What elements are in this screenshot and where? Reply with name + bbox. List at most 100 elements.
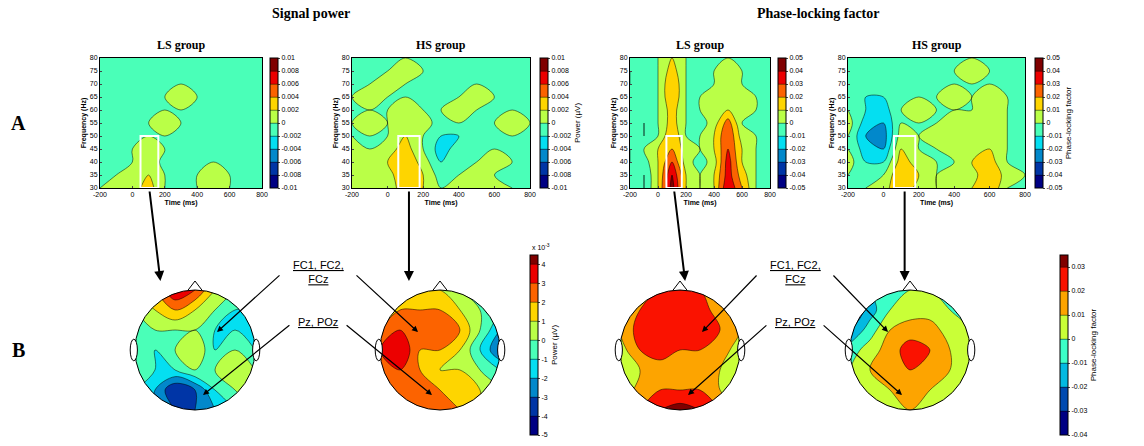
- svg-text:x 10​-3​: x 10​-3​: [532, 243, 550, 251]
- svg-text:40: 40: [620, 158, 628, 165]
- svg-text:70: 70: [342, 80, 350, 87]
- svg-text:50: 50: [838, 132, 846, 139]
- svg-text:75: 75: [90, 67, 98, 74]
- svg-text:0.006: 0.006: [551, 80, 569, 87]
- svg-text:0.05: 0.05: [789, 54, 803, 61]
- svg-text:70: 70: [90, 80, 98, 87]
- svg-text:75: 75: [342, 67, 350, 74]
- svg-text:-4: -4: [541, 413, 547, 420]
- svg-text:35: 35: [342, 171, 350, 178]
- svg-text:-1: -1: [541, 356, 547, 363]
- svg-text:55: 55: [342, 119, 350, 126]
- svg-text:65: 65: [342, 93, 350, 100]
- svg-text:55: 55: [90, 119, 98, 126]
- svg-text:-0.03: -0.03: [1046, 158, 1062, 165]
- svg-text:55: 55: [620, 119, 628, 126]
- svg-text:0.02: 0.02: [789, 93, 803, 100]
- svg-text:35: 35: [620, 171, 628, 178]
- svg-text:-0.006: -0.006: [281, 158, 301, 165]
- svg-text:-5: -5: [541, 431, 547, 438]
- svg-text:70: 70: [620, 80, 628, 87]
- svg-text:-0.03: -0.03: [789, 158, 805, 165]
- svg-text:Frequency (Hz): Frequency (Hz): [80, 98, 88, 149]
- svg-text:Phase-locking factor: Phase-locking factor: [757, 6, 879, 21]
- svg-text:-0.004: -0.004: [281, 145, 301, 152]
- svg-text:1: 1: [541, 318, 545, 325]
- svg-text:-0.01: -0.01: [551, 184, 567, 191]
- svg-text:-0.04: -0.04: [789, 171, 805, 178]
- svg-text:35: 35: [90, 171, 98, 178]
- svg-text:400: 400: [191, 191, 203, 198]
- svg-text:400: 400: [948, 191, 960, 198]
- svg-text:0.04: 0.04: [1046, 67, 1060, 74]
- svg-text:30: 30: [838, 184, 846, 191]
- svg-text:0.01: 0.01: [281, 54, 295, 61]
- svg-text:0.05: 0.05: [1046, 54, 1060, 61]
- svg-text:0.002: 0.002: [281, 106, 299, 113]
- svg-text:70: 70: [838, 80, 846, 87]
- svg-text:-0.01: -0.01: [1046, 132, 1062, 139]
- svg-text:45: 45: [620, 145, 628, 152]
- svg-text:75: 75: [838, 67, 846, 74]
- svg-text:0: 0: [656, 191, 660, 198]
- svg-text:65: 65: [838, 93, 846, 100]
- svg-text:30: 30: [620, 184, 628, 191]
- svg-text:0.01: 0.01: [551, 54, 565, 61]
- svg-text:0: 0: [281, 119, 285, 126]
- svg-text:75: 75: [620, 67, 628, 74]
- svg-text:A: A: [11, 112, 26, 134]
- svg-text:-200: -200: [623, 191, 637, 198]
- svg-text:0.004: 0.004: [281, 93, 299, 100]
- svg-text:50: 50: [90, 132, 98, 139]
- svg-text:80: 80: [90, 54, 98, 61]
- svg-text:-200: -200: [93, 191, 107, 198]
- svg-text:-0.04: -0.04: [1046, 171, 1062, 178]
- svg-text:0.008: 0.008: [551, 67, 569, 74]
- svg-text:Signal power: Signal power: [272, 6, 350, 21]
- svg-text:0.004: 0.004: [551, 93, 569, 100]
- svg-text:-0.008: -0.008: [551, 171, 571, 178]
- svg-text:200: 200: [913, 191, 925, 198]
- svg-text:80: 80: [620, 54, 628, 61]
- svg-text:60: 60: [620, 106, 628, 113]
- svg-text:45: 45: [90, 145, 98, 152]
- svg-text:50: 50: [620, 132, 628, 139]
- svg-text:FC1, FC2,FCz: FC1, FC2,FCz: [770, 259, 821, 285]
- svg-text:-0.02: -0.02: [1046, 145, 1062, 152]
- svg-text:Pz, POz: Pz, POz: [298, 316, 338, 328]
- svg-text:FC1, FC2,FCz: FC1, FC2,FCz: [293, 259, 344, 285]
- svg-text:Time (ms): Time (ms): [920, 199, 953, 207]
- svg-text:600: 600: [489, 191, 501, 198]
- svg-text:0: 0: [386, 191, 390, 198]
- svg-text:80: 80: [342, 54, 350, 61]
- svg-text:-0.006: -0.006: [551, 158, 571, 165]
- svg-text:2: 2: [541, 299, 545, 306]
- svg-text:0: 0: [1071, 335, 1075, 342]
- svg-text:Power (µV): Power (µV): [550, 325, 559, 366]
- svg-text:45: 45: [838, 145, 846, 152]
- svg-text:0.04: 0.04: [789, 67, 803, 74]
- svg-text:0.03: 0.03: [1046, 80, 1060, 87]
- svg-text:0.01: 0.01: [789, 106, 803, 113]
- svg-text:40: 40: [342, 158, 350, 165]
- svg-text:200: 200: [680, 191, 692, 198]
- svg-text:800: 800: [524, 191, 536, 198]
- svg-text:Frequency (Hz): Frequency (Hz): [332, 98, 340, 149]
- svg-text:65: 65: [620, 93, 628, 100]
- svg-text:80: 80: [838, 54, 846, 61]
- svg-text:-0.01: -0.01: [1071, 359, 1087, 366]
- svg-text:-0.03: -0.03: [1071, 407, 1087, 414]
- svg-text:0: 0: [541, 337, 545, 344]
- svg-text:800: 800: [256, 191, 268, 198]
- svg-text:60: 60: [90, 106, 98, 113]
- svg-text:45: 45: [342, 145, 350, 152]
- svg-text:B: B: [12, 339, 25, 361]
- svg-text:0.02: 0.02: [1046, 93, 1060, 100]
- svg-text:HS group: HS group: [416, 38, 466, 52]
- svg-text:-0.01: -0.01: [789, 132, 805, 139]
- svg-text:-0.02: -0.02: [1071, 383, 1087, 390]
- svg-text:50: 50: [342, 132, 350, 139]
- svg-text:Frequency (Hz): Frequency (Hz): [828, 98, 836, 149]
- svg-text:0.006: 0.006: [281, 80, 299, 87]
- svg-text:Pz, POz: Pz, POz: [775, 316, 815, 328]
